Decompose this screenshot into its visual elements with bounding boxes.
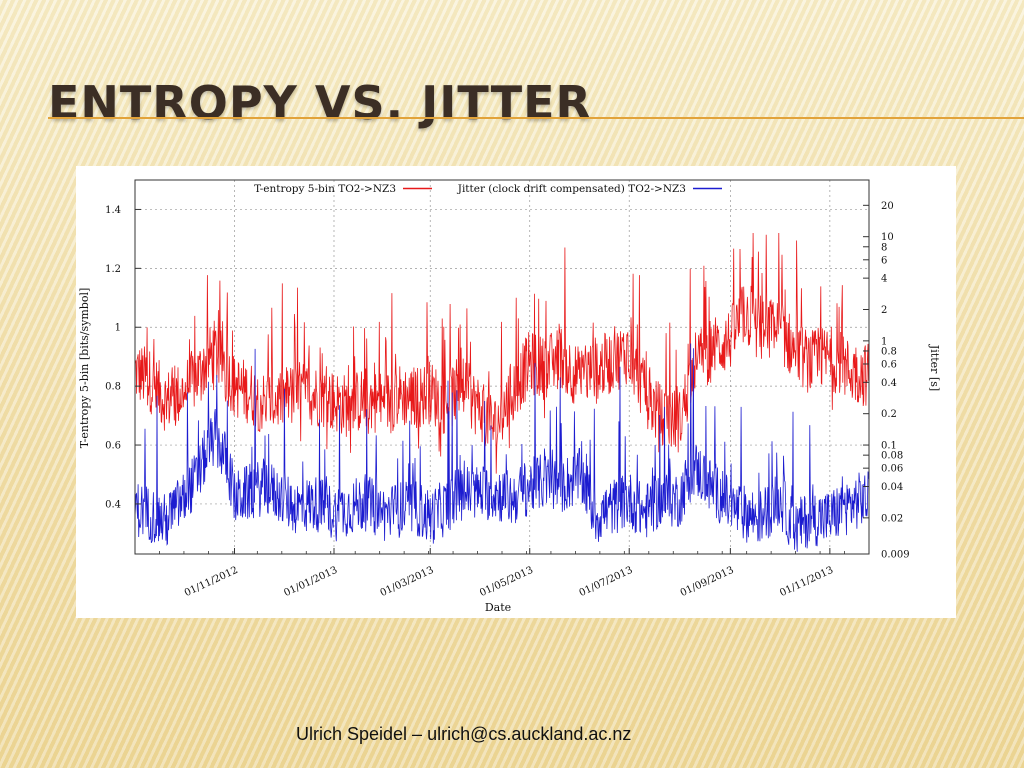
y-right-tick-label: 8 [881, 242, 887, 253]
y-left-tick-label: 0.4 [105, 499, 121, 510]
y-right-tick-label: 0.06 [881, 464, 903, 475]
slide-title: ENTROPY VS. JITTER [48, 76, 592, 130]
legend: T-entropy 5-bin TO2->NZ3 Jitter (clock d… [254, 183, 722, 195]
x-axis-label: Date [485, 601, 511, 614]
y-left-tick-label: 1.2 [105, 264, 121, 275]
y-right-tick-label: 6 [881, 255, 887, 266]
y-right-tick-label: 0.8 [881, 346, 897, 357]
y-left-tick-label: 0.6 [105, 441, 121, 452]
chart-panel: 01/11/2012 01/01/2013 01/03/2013 01/05/2013… [76, 166, 956, 618]
y-right-tick-label: 10 [881, 232, 894, 243]
x-tick-label: 01/11/2013 [778, 565, 835, 599]
y-right-tick-label: 4 [881, 274, 887, 285]
y-right-tick-label: 0.6 [881, 359, 897, 370]
x-tick-label: 01/11/2012 [183, 565, 240, 599]
y-right-tick-label: 0.08 [881, 451, 903, 462]
y-right-tick-label: 20 [881, 201, 894, 212]
y-axis-left-label: T-entropy 5-bin [bits/symbol] [78, 288, 91, 449]
y-right-tick-label: 0.2 [881, 409, 897, 420]
entropy-series-line [134, 232, 869, 474]
footer-credit: Ulrich Speidel – ulrich@cs.auckland.ac.n… [296, 724, 632, 744]
y-right-tick-label: 1 [881, 336, 887, 347]
legend-jitter-label: Jitter (clock drift compensated) TO2->NZ… [457, 183, 686, 195]
x-tick-label: 01/03/2013 [379, 565, 436, 599]
jitter-series-line [134, 343, 869, 552]
x-tick-label: 01/01/2013 [282, 565, 339, 599]
y-left-tick-label: 1.4 [105, 205, 121, 216]
legend-entropy-label: T-entropy 5-bin TO2->NZ3 [254, 183, 396, 195]
y-right-tick-label: 0.1 [881, 441, 897, 452]
entropy-jitter-chart: 01/11/2012 01/01/2013 01/03/2013 01/05/2013… [78, 179, 941, 614]
x-tick-label: 01/05/2013 [478, 565, 535, 599]
title-underline [48, 117, 1024, 119]
y-left-tick-label: 0.8 [105, 382, 121, 393]
x-tick-label: 01/07/2013 [578, 565, 635, 599]
y-right-tick-label: 0.02 [881, 513, 903, 524]
series-lines [134, 232, 869, 552]
y-axis-right-label: Jitter [s] [928, 344, 941, 391]
y-right-tick-label: 2 [881, 305, 887, 316]
y-right-tick-label: 0.04 [881, 482, 903, 493]
x-tick-label: 01/09/2013 [679, 565, 736, 599]
y-right-tick-label: 0.009 [881, 550, 910, 561]
y-left-tick-label: 1 [115, 323, 121, 334]
y-right-tick-label: 0.4 [881, 378, 897, 389]
